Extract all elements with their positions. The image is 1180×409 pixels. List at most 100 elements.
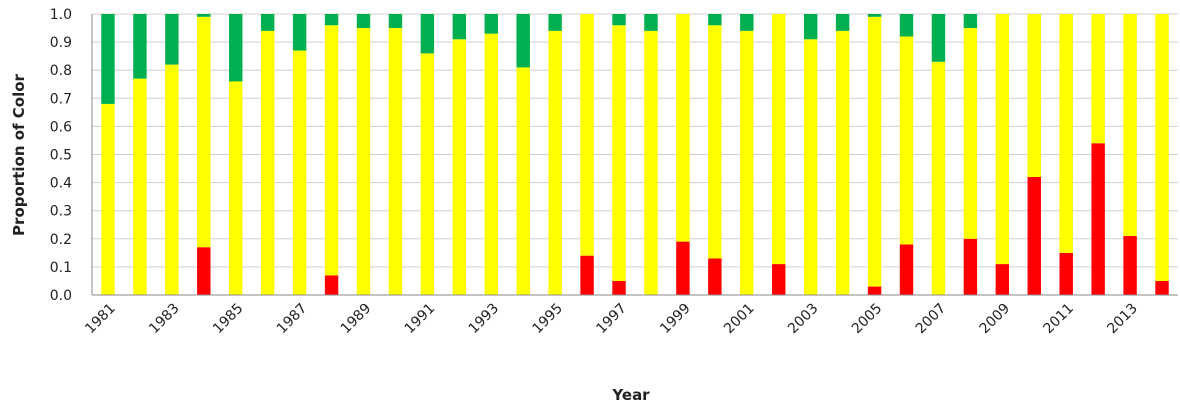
bar-segment-1991-1 [420,53,435,296]
x-tick-label: 1985 [210,301,247,338]
y-tick-label: 0.5 [50,148,72,164]
bar-segment-1988-0 [324,275,339,295]
bar-segment-2005-1 [867,16,882,287]
bar-segment-1981-2 [101,14,115,104]
bar-segment-1993-2 [484,14,498,34]
bar-segment-2008-2 [963,14,978,29]
bar-segment-1990-2 [388,14,403,29]
bar-segment-1983-1 [165,64,179,295]
bar-segment-2002-0 [772,264,786,295]
x-tick-labels: 1981 1983 1985 1987 1989 1991 1993 1995 1997 1999… [82,301,1141,338]
bar-segment-1993-1 [484,33,498,296]
y-tick-label: 0.6 [50,119,72,135]
bar-segment-2008-1 [963,28,978,239]
bar-segment-2006-0 [899,244,914,295]
bar-segment-2010-1 [1027,14,1041,177]
bar-segment-1983-2 [165,14,179,65]
bar-segment-2011-1 [1059,14,1073,253]
bar-segment-2014-0 [1155,280,1169,295]
bar-segment-1998-2 [644,14,658,31]
bar-segment-2005-2 [867,14,882,17]
bar-segment-2000-0 [708,258,722,295]
bar-segment-2003-1 [803,39,818,295]
grid-lines [92,13,1178,296]
bar-segment-2004-1 [835,30,850,296]
bar-segment-1988-1 [324,25,339,276]
bar-segment-1986-1 [260,30,275,296]
bar-segment-2002-1 [772,14,786,265]
x-tick-label: 1981 [82,301,119,338]
bar-segment-2010-0 [1027,176,1041,295]
bar-segment-1985-2 [229,14,243,82]
y-tick-label: 0.4 [50,176,72,192]
y-tick-label: 0.0 [50,288,72,304]
bar-segment-2006-2 [899,14,914,37]
bar-segment-2008-0 [963,238,978,295]
x-tick-label: 1999 [657,301,694,338]
x-tick-label: 1995 [529,301,566,338]
bar-segment-1987-2 [292,14,307,51]
bar-segment-1985-1 [229,81,243,295]
bar-segment-1997-2 [612,14,626,26]
bar-segment-1997-0 [612,280,626,295]
y-tick-label: 0.3 [50,204,72,220]
bar-segment-2007-1 [931,61,946,295]
x-tick-label: 1991 [402,301,439,338]
bar-segment-1996-1 [580,14,594,256]
x-tick-label: 1993 [466,301,503,338]
bar-segment-2000-1 [708,25,722,259]
bar-segment-1984-1 [197,16,211,248]
y-tick-label: 0.2 [50,232,72,248]
y-tick-label: 0.1 [50,260,72,276]
y-tick-label: 0.9 [50,35,72,51]
bar-segment-2014-1 [1155,14,1169,281]
bar-segment-2012-0 [1091,143,1105,295]
bar-segment-2011-0 [1059,252,1073,295]
x-tick-label: 2007 [913,301,950,338]
bars [101,14,1169,296]
x-axis-title: Year [611,386,650,404]
y-tick-label: 1.0 [50,7,72,23]
bar-segment-2006-1 [899,36,914,245]
bar-segment-1995-2 [548,14,562,31]
bar-segment-1999-0 [676,241,690,295]
bar-segment-2013-1 [1123,14,1137,236]
bar-segment-2003-2 [803,14,818,40]
bar-segment-2005-0 [867,286,882,295]
bar-segment-2012-1 [1091,14,1105,144]
x-tick-label: 2013 [1104,301,1141,338]
bar-segment-1982-1 [133,78,147,295]
bar-segment-2013-0 [1123,235,1137,295]
bar-segment-2001-1 [740,30,754,296]
bar-segment-1982-2 [133,14,147,79]
x-tick-label: 1989 [338,301,375,338]
bar-segment-1981-1 [101,103,115,295]
x-tick-label: 2011 [1041,301,1078,338]
bar-segment-1995-1 [548,30,562,296]
bar-segment-1996-0 [580,255,594,295]
bar-segment-2007-2 [931,14,946,62]
bar-segment-1991-2 [420,14,435,54]
y-tick-label: 0.7 [50,91,72,107]
x-tick-label: 2003 [785,301,822,338]
bar-segment-2009-1 [995,14,1010,265]
y-axis-title: Proportion of Color [10,73,28,235]
bar-segment-1986-2 [260,14,275,31]
x-tick-label: 2005 [849,301,886,338]
bar-segment-2009-0 [995,264,1010,295]
bar-segment-1992-2 [452,14,467,40]
x-tick-label: 2001 [721,301,758,338]
x-tick-label: 1983 [146,301,183,338]
bar-segment-1990-1 [388,28,403,296]
y-tick-labels: 0.0 0.1 0.2 0.3 0.4 0.5 0.6 0.7 0.8 0.9 1.0 [50,7,72,304]
bar-segment-1998-1 [644,30,658,296]
bar-segment-1999-1 [676,14,690,242]
bar-segment-1992-1 [452,39,467,295]
x-tick-label: 1997 [593,301,630,338]
bar-segment-1994-1 [516,67,530,295]
bar-segment-1997-1 [612,25,626,281]
x-tick-label: 2009 [977,301,1014,338]
bar-segment-1988-2 [324,14,339,26]
bar-segment-2000-2 [708,14,722,26]
